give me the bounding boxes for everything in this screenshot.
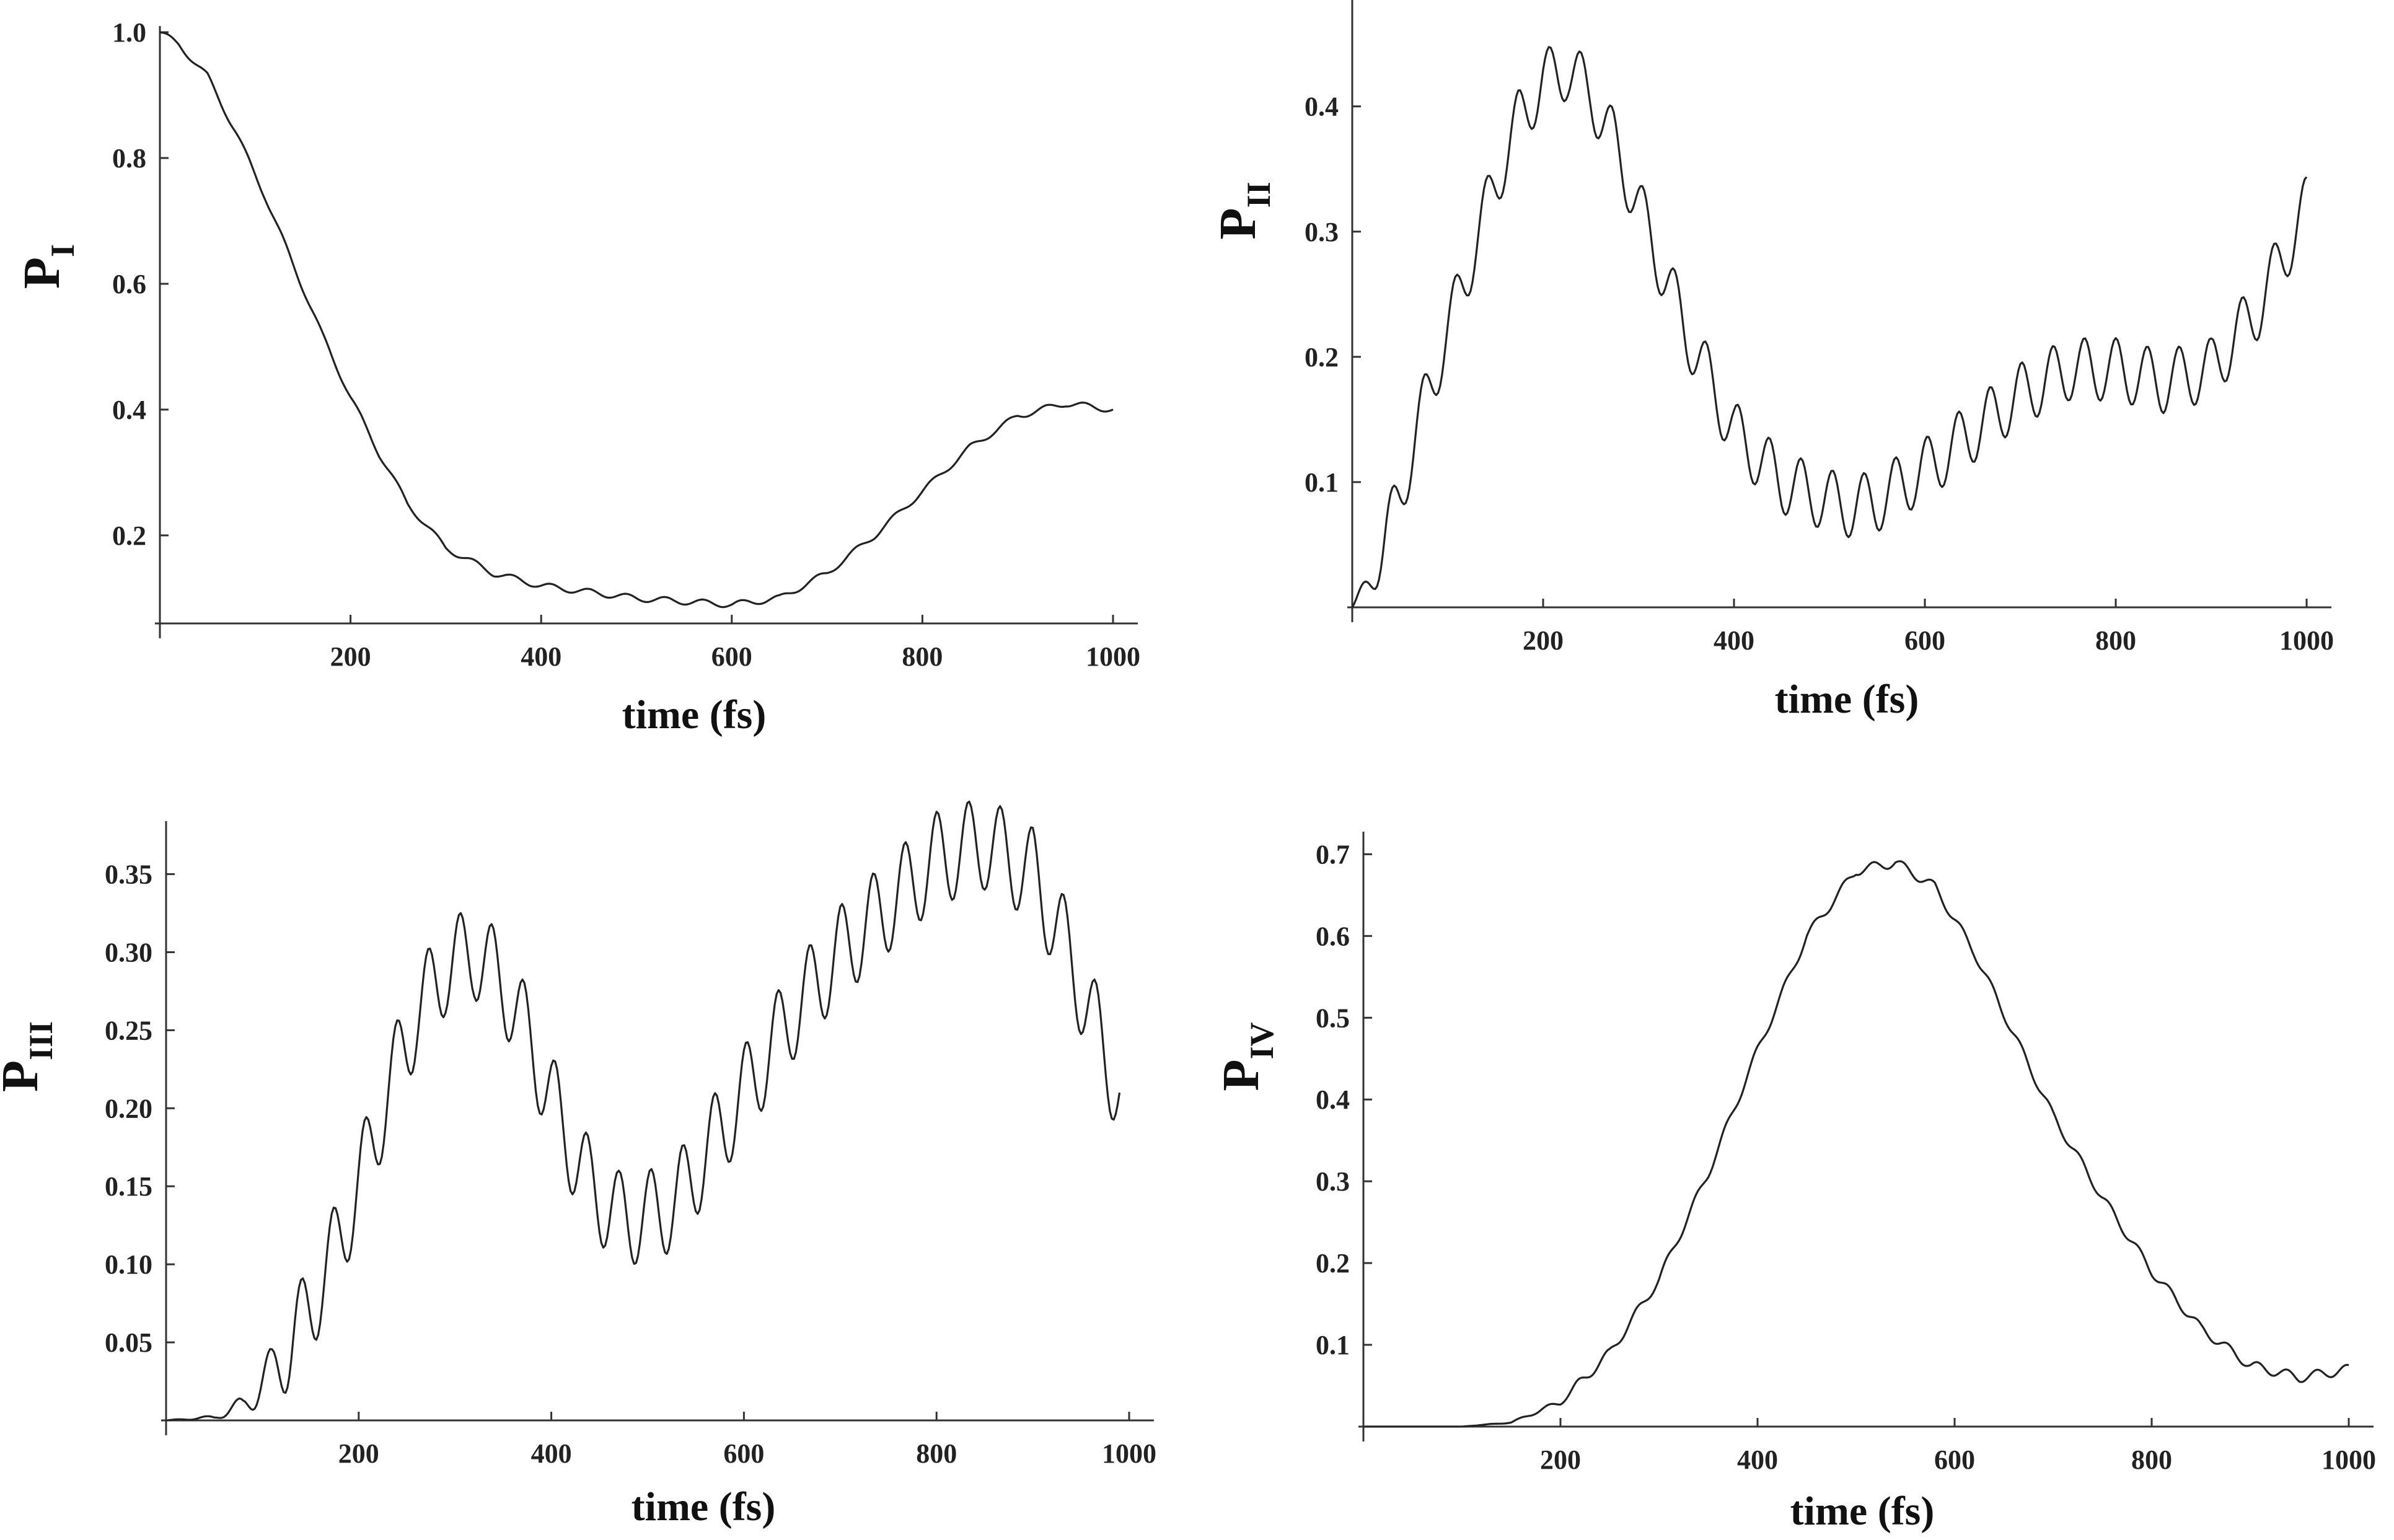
x-axis-label: time (fs) bbox=[632, 1484, 776, 1529]
x-tick-label: 600 bbox=[1904, 625, 1945, 656]
series-line bbox=[1351, 46, 2308, 608]
x-tick-label: 400 bbox=[531, 1438, 572, 1469]
y-tick-label: 0.4 bbox=[1305, 92, 1339, 122]
x-axis-label: time (fs) bbox=[1790, 1489, 1935, 1534]
y-tick-label: 0.3 bbox=[1305, 217, 1339, 247]
x-tick-label: 200 bbox=[1523, 625, 1564, 656]
y-axis-label-subscript: I bbox=[44, 244, 81, 257]
series-line bbox=[165, 800, 1121, 1422]
x-tick-label: 1000 bbox=[2321, 1445, 2376, 1475]
y-tick-label: 0.35 bbox=[105, 860, 152, 890]
x-tick-label: 200 bbox=[330, 641, 371, 672]
y-tick-label: 0.25 bbox=[105, 1015, 152, 1045]
y-axis-label: PII bbox=[1209, 182, 1277, 239]
x-tick-label: 400 bbox=[1737, 1445, 1778, 1475]
chart-panel-3: 200 400 600 800 1000 0.05 0.10 0.15 0.20 0.25 0.30… bbox=[0, 800, 1156, 1529]
y-tick-label: 0.5 bbox=[1316, 1003, 1350, 1033]
chart-panel-1: 200 400 600 800 1000 0.2 0.4 0.6 0.8 1.0 time (fs)… bbox=[13, 17, 1140, 737]
y-axis-label-main: P bbox=[0, 1060, 49, 1092]
y-tick-label: 0.4 bbox=[1316, 1085, 1350, 1115]
y-axis-label-main: P bbox=[1212, 1059, 1270, 1091]
y-tick-label: 0.1 bbox=[1305, 467, 1339, 498]
y-axis-label-subscript: III bbox=[22, 1021, 59, 1060]
x-tick-label: 800 bbox=[2131, 1445, 2172, 1475]
y-axis-label-subscript: II bbox=[1240, 182, 1277, 208]
y-tick-label: 0.20 bbox=[105, 1093, 152, 1124]
y-axis-label-main: P bbox=[13, 257, 71, 289]
y-tick-label: 0.2 bbox=[112, 521, 146, 551]
y-axis-label: PIII bbox=[0, 1021, 59, 1092]
y-tick-label: 0.30 bbox=[105, 937, 152, 967]
x-tick-label: 400 bbox=[1714, 625, 1754, 656]
x-tick-label: 600 bbox=[1934, 1445, 1975, 1475]
chart-panel-2: 200 400 600 800 1000 0.1 0.2 0.3 0.4 time (fs) PII bbox=[1209, 0, 2334, 722]
x-tick-label: 200 bbox=[1540, 1445, 1581, 1475]
y-axis-label-subscript: IV bbox=[1243, 1022, 1280, 1059]
y-tick-label: 0.7 bbox=[1316, 839, 1350, 869]
y-tick-label: 0.2 bbox=[1316, 1248, 1350, 1278]
y-axis-label: PIV bbox=[1212, 1022, 1280, 1091]
series-line bbox=[159, 31, 1114, 609]
x-tick-label: 800 bbox=[2095, 625, 2136, 656]
x-tick-label: 1000 bbox=[1086, 641, 1140, 672]
x-tick-label: 600 bbox=[723, 1438, 764, 1469]
x-tick-label: 1000 bbox=[2279, 625, 2334, 656]
y-axis-label-main: P bbox=[1209, 208, 1267, 239]
x-axis-label: time (fs) bbox=[622, 692, 767, 737]
x-axis-label: time (fs) bbox=[1775, 677, 1919, 722]
y-tick-label: 0.15 bbox=[105, 1171, 152, 1202]
x-tick-label: 1000 bbox=[1102, 1438, 1156, 1469]
y-tick-label: 0.6 bbox=[112, 269, 146, 299]
y-tick-label: 0.4 bbox=[112, 395, 146, 425]
x-tick-label: 200 bbox=[338, 1438, 379, 1469]
x-tick-label: 600 bbox=[711, 641, 752, 672]
y-axis-label: PI bbox=[13, 244, 81, 289]
y-tick-label: 0.3 bbox=[1316, 1166, 1350, 1197]
y-tick-label: 0.05 bbox=[105, 1327, 152, 1358]
x-tick-label: 800 bbox=[902, 641, 943, 672]
chart-panel-4: 200 400 600 800 1000 0.1 0.2 0.3 0.4 0.5 0.6 0.7 tim… bbox=[1212, 832, 2376, 1534]
y-tick-label: 0.8 bbox=[112, 143, 146, 174]
y-tick-label: 0.10 bbox=[105, 1249, 152, 1280]
y-tick-label: 1.0 bbox=[112, 17, 146, 48]
series-line bbox=[1363, 860, 2349, 1428]
x-tick-label: 800 bbox=[916, 1438, 957, 1469]
y-tick-label: 0.2 bbox=[1305, 342, 1339, 372]
x-tick-label: 400 bbox=[521, 641, 561, 672]
y-tick-label: 0.6 bbox=[1316, 921, 1350, 951]
y-tick-label: 0.1 bbox=[1316, 1330, 1350, 1360]
